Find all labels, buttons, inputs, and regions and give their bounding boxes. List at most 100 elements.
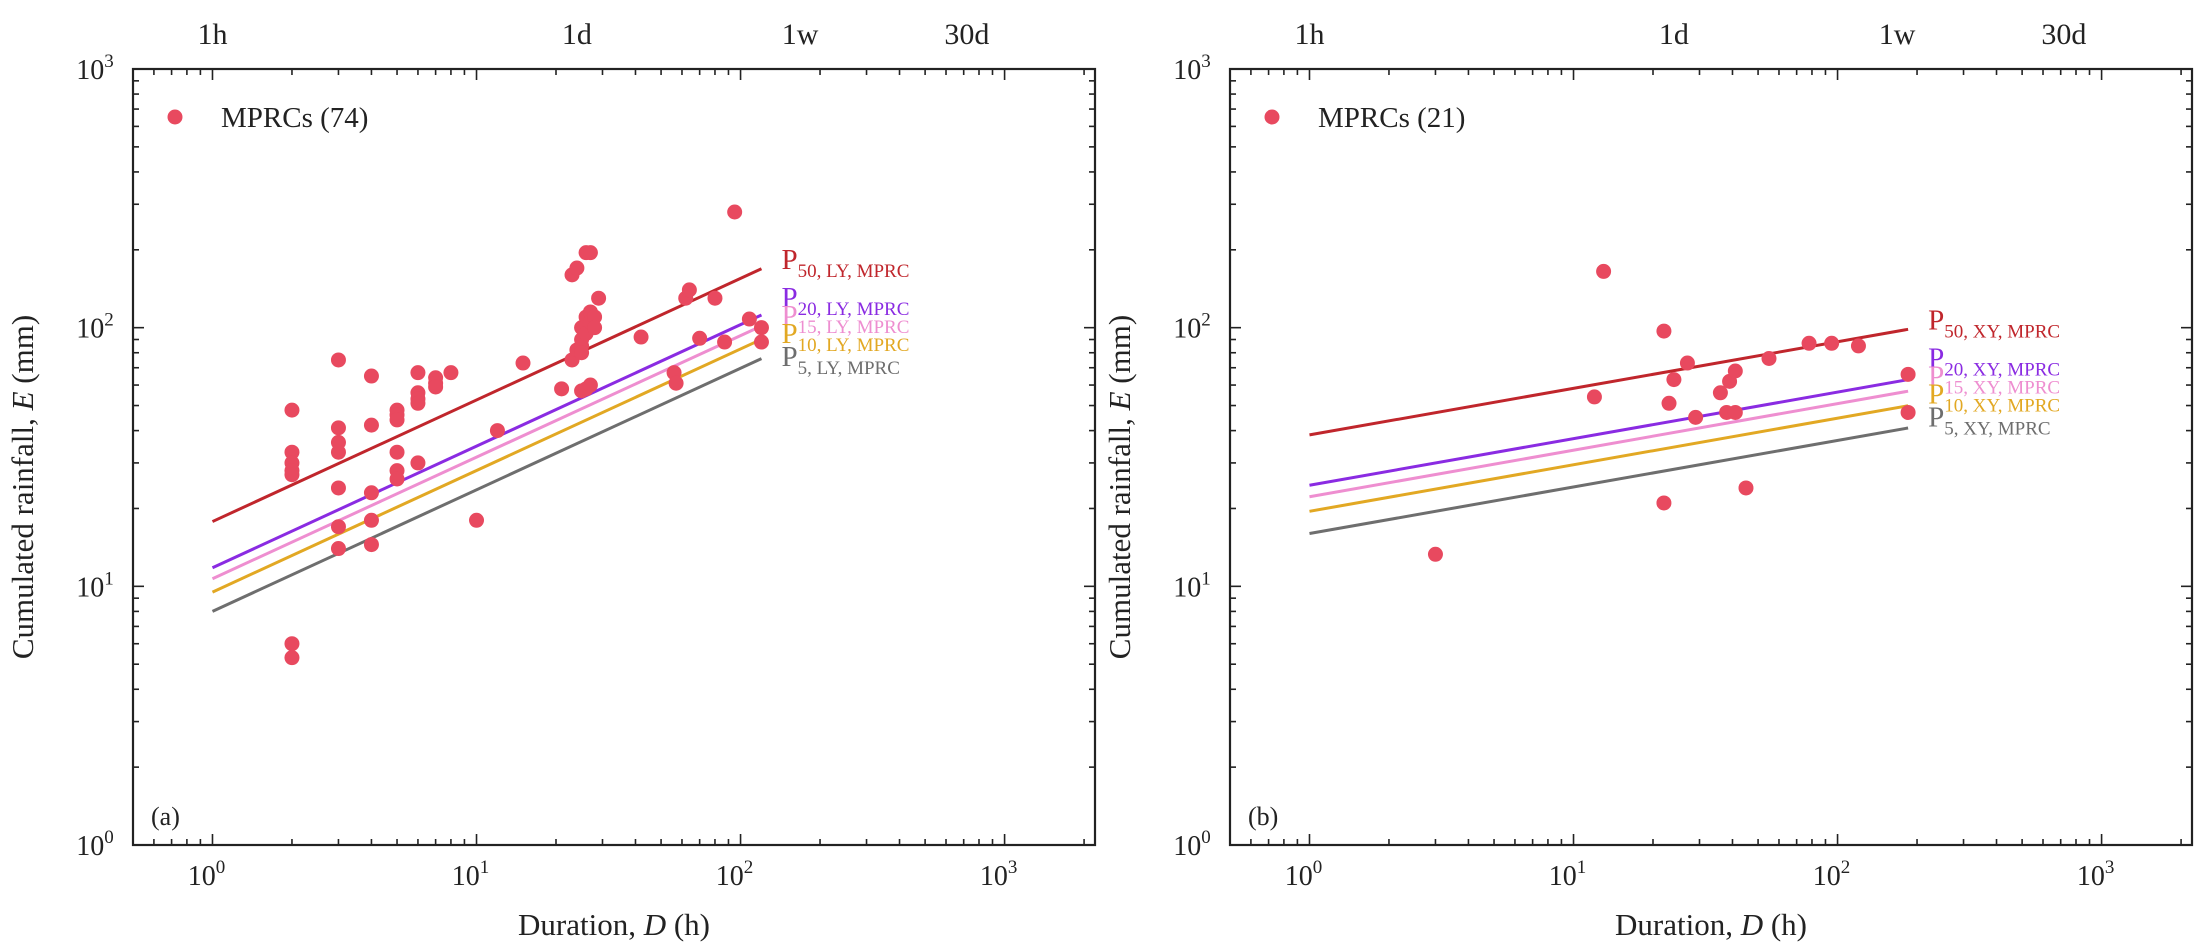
scatter-point — [330, 541, 346, 557]
y-tick-exponent: 3 — [1201, 51, 1211, 72]
scatter-point — [428, 379, 444, 395]
scatter-point — [1661, 395, 1677, 411]
x-tick-base: 10 — [716, 861, 744, 892]
top-axis-label: 1h — [1294, 18, 1324, 51]
scatter-point — [569, 260, 585, 276]
y-tick-label: 103 — [76, 51, 114, 86]
y-tick-label: 101 — [1173, 568, 1211, 603]
x-tick-exponent: 1 — [480, 857, 490, 878]
scatter-point — [582, 245, 598, 261]
scatter-point — [1727, 404, 1743, 420]
threshold-curve-2 — [1309, 389, 1909, 499]
scatter-point — [591, 290, 607, 306]
x-axis-title-var: D — [643, 907, 666, 942]
curve-label-main: P — [1928, 342, 1944, 374]
scatter-point — [389, 444, 405, 460]
curve-label-sub: 50, LY, MPRC — [798, 261, 910, 282]
curve-label-main: P — [781, 244, 797, 276]
scatter-point — [284, 636, 300, 652]
scatter-points — [1427, 263, 1916, 562]
curve-label: P5, XY, MPRC — [1928, 401, 2050, 439]
threshold-curves — [1309, 327, 1909, 536]
legend-label: MPRCs (21) — [1318, 102, 1465, 134]
y-axis-title: Cumulated rainfall, E (mm) — [1102, 315, 1137, 659]
curve-label: P5, LY, MPRC — [781, 341, 899, 379]
curve-label-sub: 10, XY, MPRC — [1944, 395, 2060, 416]
y-tick-label: 100 — [1173, 827, 1211, 862]
y-tick-label: 102 — [1173, 310, 1211, 345]
scatter-point — [330, 480, 346, 496]
curve-label-main: P — [781, 282, 797, 314]
scatter-point — [363, 417, 379, 433]
x-axis-title-suffix: (h) — [1763, 907, 1807, 942]
y-tick-base: 10 — [1173, 831, 1201, 862]
y-tick-base: 10 — [76, 831, 104, 862]
x-tick-label: 101 — [1549, 857, 1587, 892]
top-axis-label: 1d — [1659, 18, 1689, 51]
y-tick-label: 103 — [1173, 51, 1211, 86]
scatter-point — [753, 334, 769, 350]
scatter-point — [1596, 263, 1612, 279]
curve-label-main: P — [1928, 401, 1944, 433]
threshold-curve-1 — [211, 313, 763, 570]
scatter-point — [410, 395, 426, 411]
scatter-point — [753, 320, 769, 336]
y-axis-title-suffix: (mm) — [5, 315, 40, 392]
x-axis-title: Duration, D (h) — [518, 907, 710, 942]
legend-marker — [1264, 109, 1280, 125]
x-tick-base: 10 — [980, 861, 1008, 892]
y-tick-label: 101 — [76, 568, 114, 603]
scatter-point — [363, 485, 379, 501]
x-tick-exponent: 3 — [2105, 857, 2115, 878]
scatter-point — [284, 444, 300, 460]
scatter-point — [692, 330, 708, 346]
y-tick-exponent: 0 — [1201, 827, 1211, 848]
scatter-point — [727, 204, 743, 220]
y-axis-title: Cumulated rainfall, E (mm) — [5, 315, 40, 659]
x-axis-title-prefix: Duration, — [1615, 907, 1741, 942]
threshold-curve-4 — [1309, 426, 1909, 536]
x-tick-exponent: 2 — [1841, 857, 1851, 878]
x-tick-exponent: 0 — [216, 857, 226, 878]
y-axis-title-var: E — [5, 391, 40, 411]
scatter-point — [587, 320, 603, 336]
scatter-point — [574, 345, 590, 361]
curve-label-sub: 10, LY, MPRC — [798, 335, 910, 356]
scatter-point — [1427, 546, 1443, 562]
curve-label-main: P — [781, 341, 797, 373]
curve-label: P50, XY, MPRC — [1928, 304, 2060, 342]
curve-label-sub: 5, LY, MPRC — [798, 358, 900, 379]
curve-label-sub: 15, XY, MPRC — [1944, 377, 2060, 398]
scatter-point — [741, 311, 757, 327]
curve-label: P50, LY, MPRC — [781, 244, 909, 282]
y-tick-exponent: 1 — [104, 568, 114, 589]
curve-label-sub: 20, LY, MPRC — [798, 299, 910, 320]
scatter-point — [1712, 385, 1728, 401]
top-axis-label: 30d — [2041, 18, 2086, 51]
y-tick-exponent: 3 — [104, 51, 114, 72]
x-axis-title-suffix: (h) — [666, 907, 710, 942]
x-tick-base: 10 — [188, 861, 216, 892]
scatter-point — [330, 519, 346, 535]
scatter-point — [1738, 480, 1754, 496]
curve-label-main: P — [1928, 304, 1944, 336]
curve-label-main: P — [781, 318, 797, 350]
scatter-point — [582, 377, 598, 393]
plot-frame — [131, 67, 1097, 847]
legend-label: MPRCs (74) — [221, 102, 368, 134]
curve-label: P10, XY, MPRC — [1928, 378, 2060, 416]
scatter-point — [668, 375, 684, 391]
x-axis-title: Duration, D (h) — [1615, 907, 1807, 942]
x-tick-exponent: 1 — [1577, 857, 1587, 878]
scatter-point — [681, 282, 697, 298]
x-tick-exponent: 3 — [1008, 857, 1018, 878]
scatter-point — [1656, 323, 1672, 339]
threshold-curve-0 — [1309, 327, 1909, 437]
y-tick-base: 10 — [1173, 55, 1201, 86]
scatter-point — [717, 334, 733, 350]
scatter-point — [389, 412, 405, 428]
x-tick-label: 101 — [452, 857, 490, 892]
scatter-point — [284, 650, 300, 666]
